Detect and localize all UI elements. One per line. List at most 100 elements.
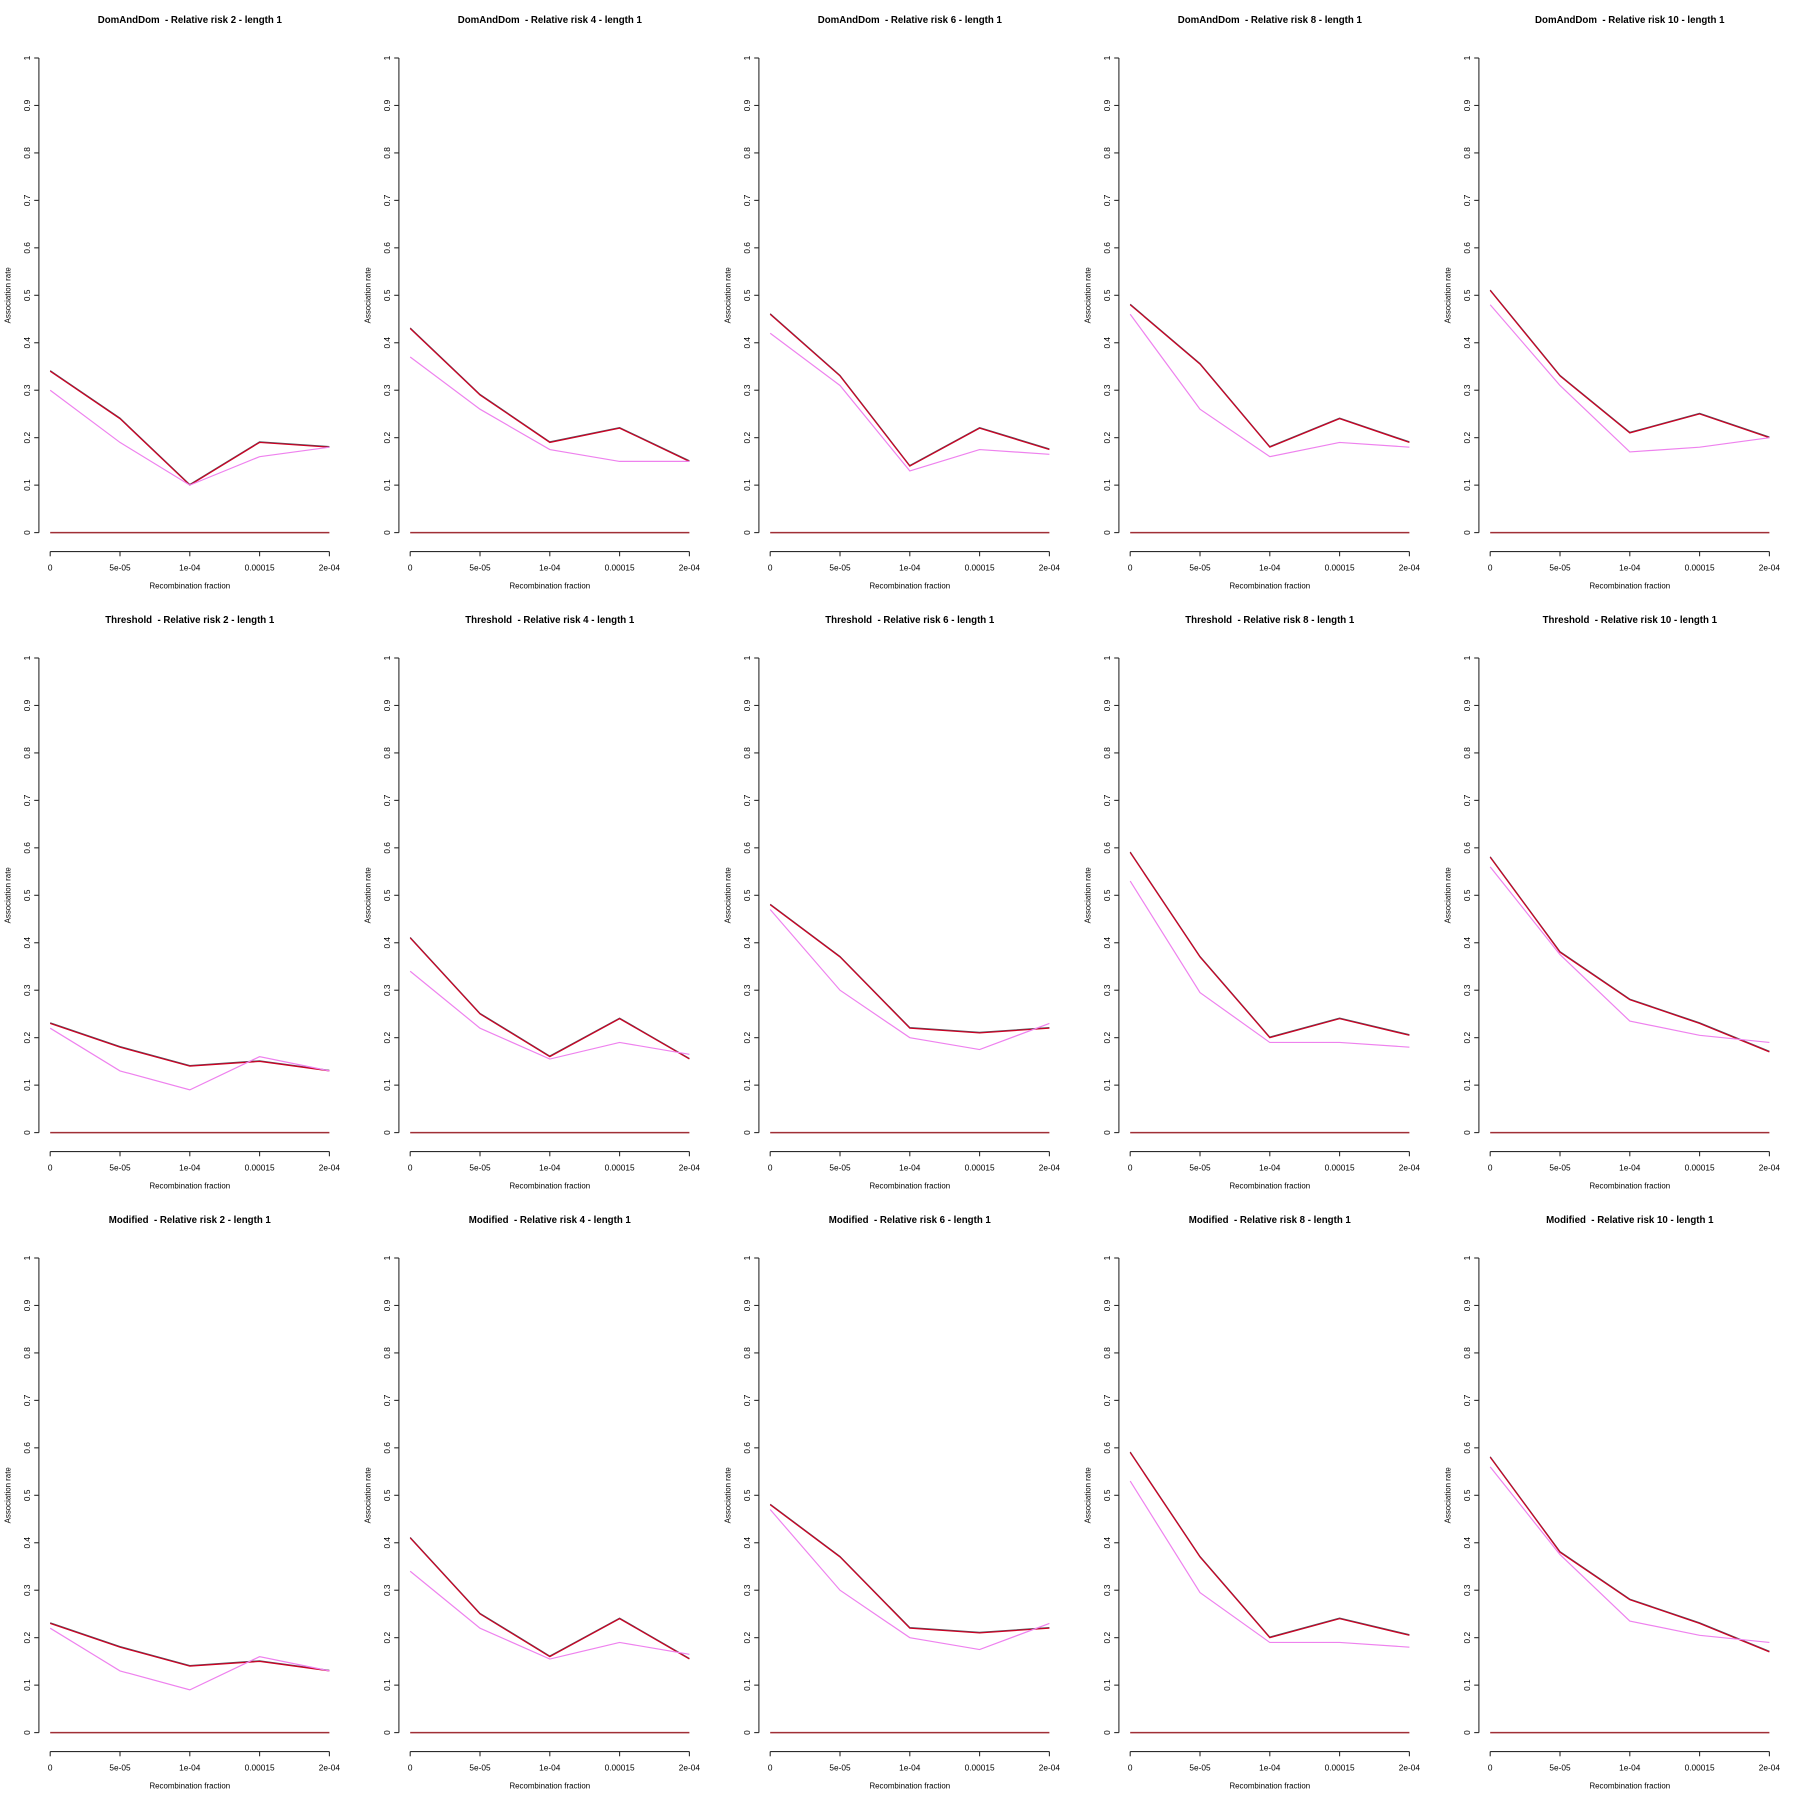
svg-text:5e-05: 5e-05 [829, 1763, 851, 1773]
svg-text:0.4: 0.4 [22, 337, 32, 349]
svg-text:5e-05: 5e-05 [1549, 1763, 1571, 1773]
svg-text:Recombination fraction: Recombination fraction [509, 1182, 590, 1191]
svg-text:1e-04: 1e-04 [1619, 1163, 1641, 1173]
svg-text:5e-05: 5e-05 [109, 1163, 131, 1173]
svg-text:0.1: 0.1 [742, 1679, 752, 1691]
svg-text:1e-04: 1e-04 [899, 1163, 921, 1173]
svg-text:Association rate: Association rate [4, 267, 13, 324]
svg-text:0.8: 0.8 [1102, 1347, 1112, 1359]
svg-text:5e-05: 5e-05 [109, 1763, 131, 1773]
svg-text:2e-04: 2e-04 [1039, 563, 1061, 573]
svg-text:1: 1 [742, 55, 752, 60]
svg-text:0.1: 0.1 [22, 1679, 32, 1691]
svg-text:0.3: 0.3 [22, 1584, 32, 1596]
svg-text:0.00015: 0.00015 [245, 1763, 275, 1773]
svg-text:1e-04: 1e-04 [899, 563, 921, 573]
svg-text:0: 0 [742, 1130, 752, 1135]
svg-text:0.00015: 0.00015 [605, 563, 635, 573]
svg-text:0: 0 [22, 1730, 32, 1735]
svg-text:0.2: 0.2 [1102, 432, 1112, 444]
svg-text:Modified - Relative risk 4 -: Modified - Relative risk 4 - length 1 [469, 1215, 632, 1226]
svg-text:Association rate: Association rate [364, 1467, 373, 1524]
svg-text:Recombination fraction: Recombination fraction [869, 1182, 950, 1191]
svg-text:0.3: 0.3 [382, 984, 392, 996]
svg-text:0.1: 0.1 [1102, 1079, 1112, 1091]
svg-text:1e-04: 1e-04 [179, 563, 201, 573]
svg-text:0.5: 0.5 [22, 889, 32, 901]
svg-text:Recombination fraction: Recombination fraction [1589, 1782, 1670, 1791]
svg-text:0: 0 [48, 1163, 53, 1173]
svg-text:0: 0 [382, 530, 392, 535]
svg-text:0.1: 0.1 [382, 479, 392, 491]
svg-text:0.7: 0.7 [1102, 194, 1112, 206]
svg-text:0.5: 0.5 [742, 1489, 752, 1501]
svg-text:0.6: 0.6 [22, 1442, 32, 1454]
svg-text:1e-04: 1e-04 [539, 1163, 561, 1173]
svg-text:Association rate: Association rate [1084, 267, 1093, 324]
svg-text:Association rate: Association rate [724, 267, 733, 324]
svg-text:2e-04: 2e-04 [319, 1163, 341, 1173]
svg-text:Threshold - Relative risk 4 -: Threshold - Relative risk 4 - length 1 [465, 615, 635, 626]
svg-text:0: 0 [48, 563, 53, 573]
svg-text:2e-04: 2e-04 [319, 1763, 341, 1773]
svg-text:0.00015: 0.00015 [965, 1763, 995, 1773]
svg-text:0.2: 0.2 [1102, 1032, 1112, 1044]
svg-text:1: 1 [742, 1255, 752, 1260]
svg-text:Recombination fraction: Recombination fraction [509, 1782, 590, 1791]
svg-text:1: 1 [382, 655, 392, 660]
svg-text:Modified - Relative risk 6 -: Modified - Relative risk 6 - length 1 [829, 1215, 992, 1226]
svg-text:0: 0 [1128, 1763, 1133, 1773]
svg-text:5e-05: 5e-05 [469, 1163, 491, 1173]
svg-text:0.4: 0.4 [742, 337, 752, 349]
svg-text:0.1: 0.1 [22, 1079, 32, 1091]
svg-text:0.00015: 0.00015 [1685, 563, 1715, 573]
svg-text:Recombination fraction: Recombination fraction [869, 1782, 950, 1791]
svg-text:0.8: 0.8 [1462, 747, 1472, 759]
svg-text:0.1: 0.1 [742, 479, 752, 491]
svg-text:5e-05: 5e-05 [1189, 1763, 1211, 1773]
svg-text:0.6: 0.6 [742, 842, 752, 854]
svg-text:0.3: 0.3 [1462, 384, 1472, 396]
svg-text:0.4: 0.4 [22, 1537, 32, 1549]
svg-text:Association rate: Association rate [724, 1467, 733, 1524]
svg-text:0.7: 0.7 [1462, 794, 1472, 806]
svg-text:2e-04: 2e-04 [679, 563, 701, 573]
svg-text:1: 1 [1102, 55, 1112, 60]
svg-text:0.6: 0.6 [1102, 842, 1112, 854]
svg-text:0.00015: 0.00015 [605, 1163, 635, 1173]
svg-text:0.6: 0.6 [382, 242, 392, 254]
svg-text:Recombination fraction: Recombination fraction [509, 582, 590, 591]
svg-text:Recombination fraction: Recombination fraction [869, 582, 950, 591]
svg-text:1e-04: 1e-04 [1619, 1763, 1641, 1773]
svg-text:1: 1 [382, 55, 392, 60]
svg-text:0.3: 0.3 [22, 984, 32, 996]
svg-text:Recombination fraction: Recombination fraction [1229, 1182, 1310, 1191]
svg-text:0.5: 0.5 [22, 1489, 32, 1501]
svg-text:0.2: 0.2 [1462, 432, 1472, 444]
svg-text:0.2: 0.2 [382, 1032, 392, 1044]
svg-text:Association rate: Association rate [1084, 867, 1093, 924]
svg-text:0.4: 0.4 [742, 1537, 752, 1549]
svg-text:0: 0 [1102, 1130, 1112, 1135]
svg-text:0.9: 0.9 [1462, 1299, 1472, 1311]
svg-text:0.7: 0.7 [742, 1394, 752, 1406]
svg-text:0.7: 0.7 [1102, 1394, 1112, 1406]
svg-text:0.9: 0.9 [1462, 699, 1472, 711]
svg-text:0.8: 0.8 [22, 147, 32, 159]
svg-text:0.5: 0.5 [1462, 1489, 1472, 1501]
svg-text:Association rate: Association rate [4, 1467, 13, 1524]
svg-text:DomAndDom - Relative risk 10: DomAndDom - Relative risk 10 - length 1 [1535, 15, 1725, 26]
svg-text:1e-04: 1e-04 [1259, 563, 1281, 573]
svg-text:1: 1 [22, 655, 32, 660]
svg-text:1: 1 [1462, 55, 1472, 60]
svg-text:0.5: 0.5 [382, 289, 392, 301]
svg-text:DomAndDom - Relative risk 8 -: DomAndDom - Relative risk 8 - length 1 [1178, 15, 1363, 26]
svg-text:DomAndDom - Relative risk 2 -: DomAndDom - Relative risk 2 - length 1 [98, 15, 283, 26]
svg-text:0: 0 [1462, 1730, 1472, 1735]
svg-text:Recombination fraction: Recombination fraction [1589, 582, 1670, 591]
svg-text:0.9: 0.9 [382, 699, 392, 711]
svg-text:0.7: 0.7 [1462, 1394, 1472, 1406]
svg-text:2e-04: 2e-04 [1399, 1163, 1421, 1173]
svg-text:0.4: 0.4 [382, 337, 392, 349]
svg-text:0.6: 0.6 [382, 842, 392, 854]
